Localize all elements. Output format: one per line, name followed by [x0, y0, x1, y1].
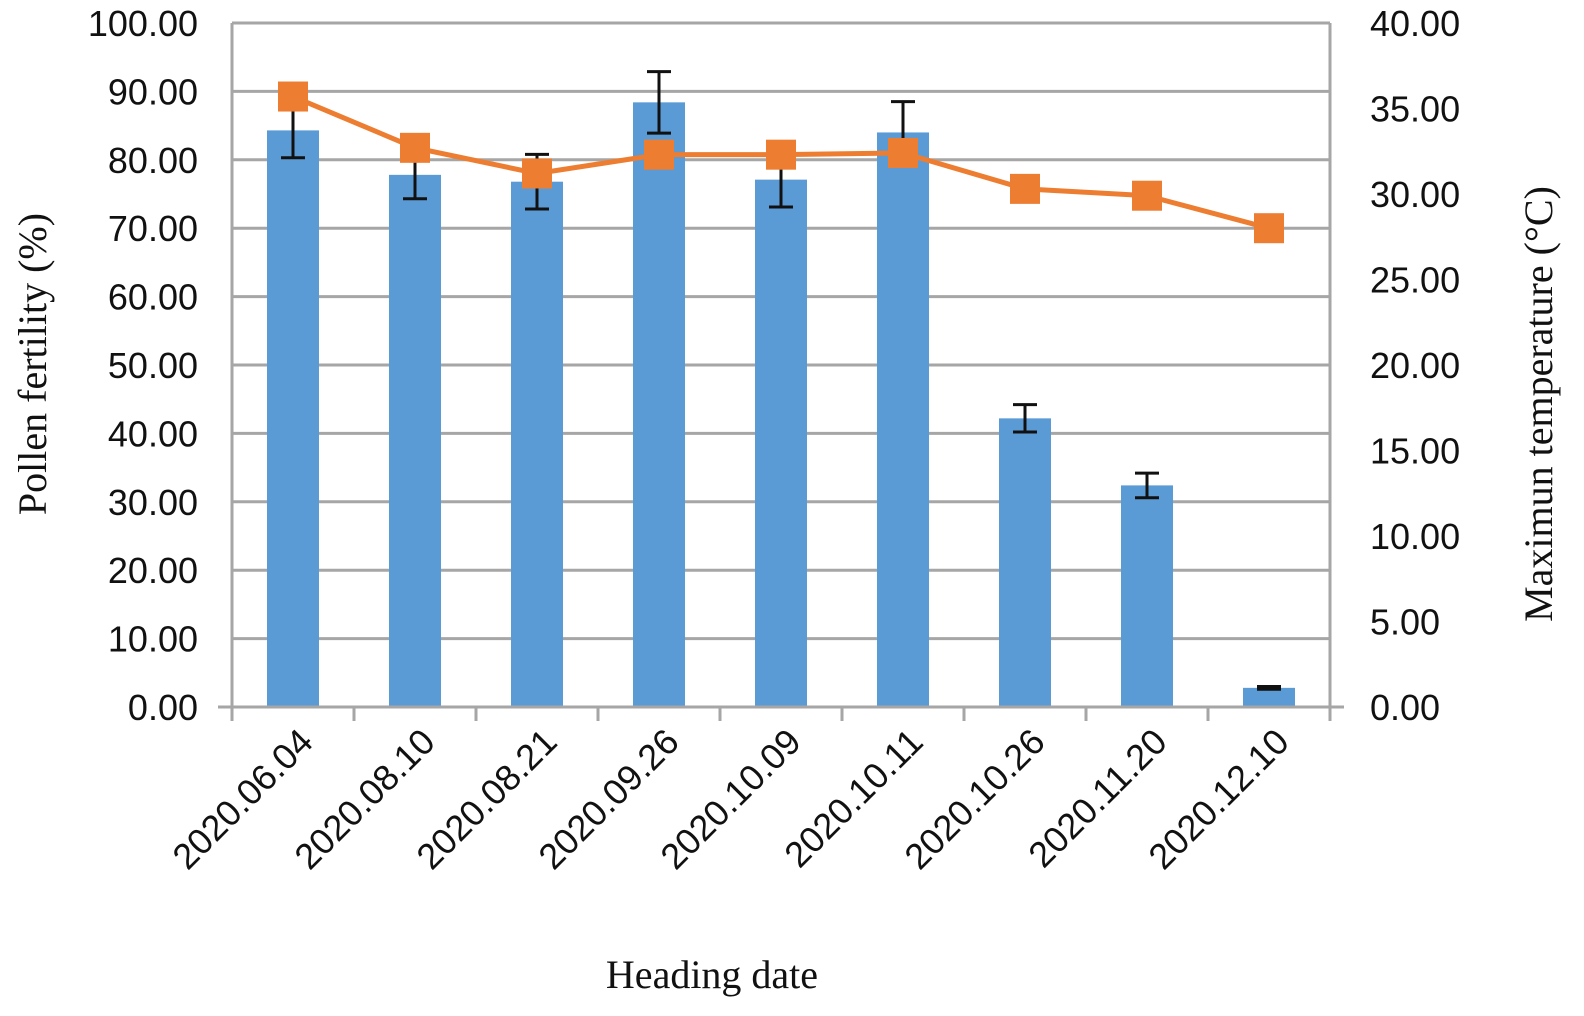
y-right-tick-label: 0.00: [1370, 687, 1440, 728]
y-left-tick-label: 70.00: [108, 208, 198, 249]
y-right-tick-label: 20.00: [1370, 345, 1460, 386]
y-right-tick-label: 25.00: [1370, 260, 1460, 301]
error-bar: [647, 70, 671, 135]
line-point: [1132, 180, 1162, 211]
bar: [633, 102, 685, 708]
bar: [755, 179, 807, 708]
y-left-tick-label: 30.00: [108, 482, 198, 523]
line-point: [278, 81, 308, 112]
y-left-tick-label: 60.00: [108, 277, 198, 318]
bar: [511, 181, 563, 708]
y-left-tick-label: 10.00: [108, 619, 198, 660]
y-left-tick-label: 90.00: [108, 71, 198, 112]
axes: [218, 23, 1344, 721]
error-bar: [1013, 403, 1037, 434]
y-left-tick-label: 20.00: [108, 550, 198, 591]
y-left-tick-label: 40.00: [108, 413, 198, 454]
line-point: [522, 158, 552, 189]
y-left-tick-label: 0.00: [128, 687, 198, 728]
line-point: [644, 139, 674, 170]
bar: [999, 418, 1051, 707]
y-left-tick-label: 80.00: [108, 140, 198, 181]
x-axis-title: Heading date: [606, 952, 818, 997]
y-right-tick-label: 5.00: [1370, 602, 1440, 643]
line-point: [400, 132, 430, 163]
y-right-tick-label: 30.00: [1370, 174, 1460, 215]
y-left-tick-label: 50.00: [108, 345, 198, 386]
bar: [389, 174, 441, 707]
y-left-title: Pollen fertility (%): [10, 213, 55, 515]
line-point: [888, 137, 918, 168]
bar: [877, 132, 929, 707]
bar: [267, 130, 319, 707]
y-right-title: Maximun temperature (°C): [1516, 186, 1561, 622]
y-left-tick-label: 100.00: [88, 3, 198, 44]
y-right-tick-label: 15.00: [1370, 431, 1460, 472]
line-point: [1010, 173, 1040, 204]
y-right-tick-label: 40.00: [1370, 3, 1460, 44]
error-bar: [1257, 684, 1281, 691]
bar: [1121, 485, 1173, 707]
y-right-tick-label: 10.00: [1370, 516, 1460, 557]
y-right-tick-label: 35.00: [1370, 89, 1460, 130]
line-series: [278, 81, 1284, 244]
line-point: [766, 139, 796, 170]
line-point: [1254, 213, 1284, 244]
bar-series: [267, 70, 1295, 708]
error-bar: [1135, 471, 1159, 500]
bar: [1243, 687, 1295, 707]
